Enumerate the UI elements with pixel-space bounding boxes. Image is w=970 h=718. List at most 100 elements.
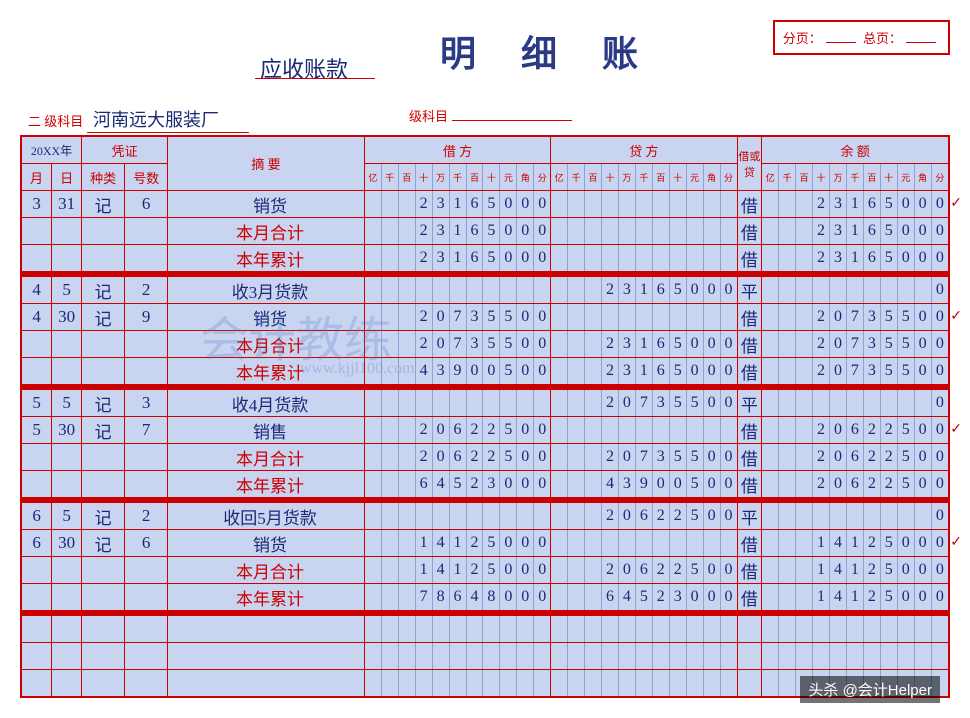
digit-cell bbox=[534, 277, 551, 304]
digit-cell bbox=[897, 277, 914, 304]
digit-cell: 2 bbox=[813, 417, 830, 444]
unit-header: 百 bbox=[796, 164, 813, 191]
digit-cell bbox=[449, 670, 466, 698]
digit-cell bbox=[381, 277, 398, 304]
digit-cell bbox=[381, 503, 398, 530]
digit-cell: 2 bbox=[415, 218, 432, 245]
digit-cell: 0 bbox=[500, 530, 517, 557]
day-cell bbox=[52, 358, 82, 385]
digit-cell bbox=[669, 530, 686, 557]
digit-cell: 0 bbox=[534, 417, 551, 444]
digit-cell: 7 bbox=[415, 584, 432, 611]
digit-cell: 0 bbox=[517, 557, 534, 584]
digit-cell: 5 bbox=[686, 390, 703, 417]
pagination-box: 分页： 总页： bbox=[773, 20, 950, 55]
digit-cell bbox=[618, 643, 635, 670]
digit-cell: 0 bbox=[720, 557, 737, 584]
digit-cell bbox=[602, 616, 619, 643]
digit-cell: 2 bbox=[483, 417, 500, 444]
digit-cell bbox=[551, 304, 568, 331]
digit-cell bbox=[686, 417, 703, 444]
digit-cell: 3 bbox=[830, 191, 847, 218]
digit-cell bbox=[551, 503, 568, 530]
dc-cell: 借 bbox=[737, 417, 762, 444]
digit-cell bbox=[652, 191, 669, 218]
digit-cell bbox=[551, 643, 568, 670]
digit-cell: 0✓ bbox=[931, 191, 949, 218]
month-cell bbox=[21, 471, 52, 498]
digit-cell: 5 bbox=[897, 358, 914, 385]
digit-cell bbox=[364, 191, 381, 218]
summary-cell: 销售 bbox=[168, 417, 365, 444]
digit-cell: 5 bbox=[880, 358, 897, 385]
digit-cell: 0 bbox=[720, 584, 737, 611]
digit-cell: 2 bbox=[863, 471, 880, 498]
digit-cell bbox=[703, 245, 720, 272]
digit-cell bbox=[398, 557, 415, 584]
digit-cell: 0 bbox=[517, 331, 534, 358]
digit-cell bbox=[500, 616, 517, 643]
day-cell bbox=[52, 218, 82, 245]
digit-cell: 9 bbox=[635, 471, 652, 498]
digit-cell bbox=[779, 444, 796, 471]
digit-cell: 7 bbox=[635, 390, 652, 417]
digit-cell bbox=[381, 191, 398, 218]
digit-cell bbox=[585, 557, 602, 584]
digit-cell: 0✓ bbox=[931, 417, 949, 444]
digit-cell bbox=[517, 390, 534, 417]
digit-cell bbox=[534, 390, 551, 417]
digit-cell bbox=[534, 616, 551, 643]
digit-cell: 5 bbox=[483, 304, 500, 331]
digit-cell bbox=[830, 503, 847, 530]
digit-cell: 0 bbox=[720, 390, 737, 417]
day-cell: 5 bbox=[52, 503, 82, 530]
digit-cell bbox=[703, 670, 720, 698]
digit-cell bbox=[796, 245, 813, 272]
digit-cell: 6 bbox=[449, 417, 466, 444]
summary-cell: 本年累计 bbox=[168, 245, 365, 272]
digit-cell: 0 bbox=[534, 304, 551, 331]
digit-cell: 0 bbox=[466, 358, 483, 385]
digit-cell: 2 bbox=[863, 417, 880, 444]
digit-cell: 1 bbox=[635, 331, 652, 358]
digit-cell bbox=[381, 390, 398, 417]
digit-cell bbox=[364, 616, 381, 643]
digit-cell: 0✓ bbox=[931, 530, 949, 557]
digit-cell: 2 bbox=[602, 444, 619, 471]
digit-cell: 3 bbox=[618, 358, 635, 385]
digit-cell bbox=[762, 277, 779, 304]
month-cell: 6 bbox=[21, 530, 52, 557]
digit-cell bbox=[846, 616, 863, 643]
unit-header: 角 bbox=[517, 164, 534, 191]
digit-cell bbox=[551, 331, 568, 358]
digit-cell bbox=[846, 390, 863, 417]
digit-cell bbox=[534, 503, 551, 530]
unit-header: 元 bbox=[686, 164, 703, 191]
digit-cell: 6 bbox=[415, 471, 432, 498]
ledger-row: 45记2收3月货款23165000平0 bbox=[21, 277, 949, 304]
digit-cell bbox=[364, 277, 381, 304]
unit-header: 亿 bbox=[551, 164, 568, 191]
digit-cell bbox=[381, 670, 398, 698]
number-cell: 6 bbox=[125, 530, 168, 557]
digit-cell bbox=[602, 530, 619, 557]
day-cell bbox=[52, 245, 82, 272]
digit-cell bbox=[880, 643, 897, 670]
ledger-table: 20XX年凭证摘 要借 方贷 方借或贷余 额月日种类号数亿千百十万千百十元角分亿… bbox=[20, 135, 950, 698]
unit-header: 亿 bbox=[762, 164, 779, 191]
digit-cell: 0 bbox=[517, 245, 534, 272]
digit-cell: 5 bbox=[897, 444, 914, 471]
digit-cell bbox=[720, 530, 737, 557]
digit-cell: 0 bbox=[914, 417, 931, 444]
digit-cell: 0 bbox=[500, 191, 517, 218]
dc-cell: 平 bbox=[737, 390, 762, 417]
digit-cell bbox=[585, 358, 602, 385]
unit-header: 分 bbox=[931, 164, 949, 191]
digit-cell: 0 bbox=[618, 557, 635, 584]
type-cell bbox=[82, 471, 125, 498]
day-header: 日 bbox=[52, 164, 82, 191]
digit-cell: 2 bbox=[880, 417, 897, 444]
digit-cell bbox=[652, 417, 669, 444]
digit-cell: 0 bbox=[720, 331, 737, 358]
digit-cell: 6 bbox=[863, 245, 880, 272]
